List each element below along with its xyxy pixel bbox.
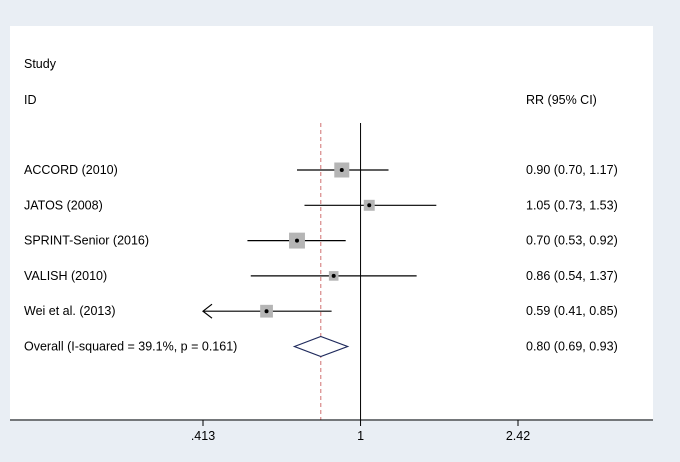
header-id: ID [24, 93, 37, 107]
ci-value-label: 0.90 (0.70, 1.17) [526, 163, 618, 177]
ci-value-label: 0.70 (0.53, 0.92) [526, 234, 618, 248]
point-estimate [367, 203, 372, 208]
overall-ci-label: 0.80 (0.69, 0.93) [526, 340, 618, 354]
x-tick-label: .413 [191, 429, 215, 443]
x-tick-label: 2.42 [506, 429, 530, 443]
study-label: ACCORD (2010) [24, 163, 118, 177]
x-tick-label: 1 [357, 429, 364, 443]
study-label: VALISH (2010) [24, 269, 107, 283]
ci-value-label: 1.05 (0.73, 1.53) [526, 198, 618, 212]
overall-label: Overall (I-squared = 39.1%, p = 0.161) [24, 340, 237, 354]
study-label: JATOS (2008) [24, 198, 103, 212]
header-study: Study [24, 57, 57, 71]
point-estimate [339, 168, 344, 172]
ci-value-label: 0.59 (0.41, 0.85) [526, 304, 618, 318]
study-label: Wei et al. (2013) [24, 304, 115, 318]
point-estimate [331, 273, 336, 278]
overall-diamond [292, 335, 350, 358]
point-estimate [295, 238, 300, 243]
ci-value-label: 0.86 (0.54, 1.37) [526, 269, 618, 283]
study-label: SPRINT-Senior (2016) [24, 234, 149, 248]
ci-arrow-left [202, 303, 213, 319]
header-effect: RR (95% CI) [526, 93, 597, 107]
point-estimate [264, 309, 269, 314]
plot-panel [10, 26, 653, 419]
